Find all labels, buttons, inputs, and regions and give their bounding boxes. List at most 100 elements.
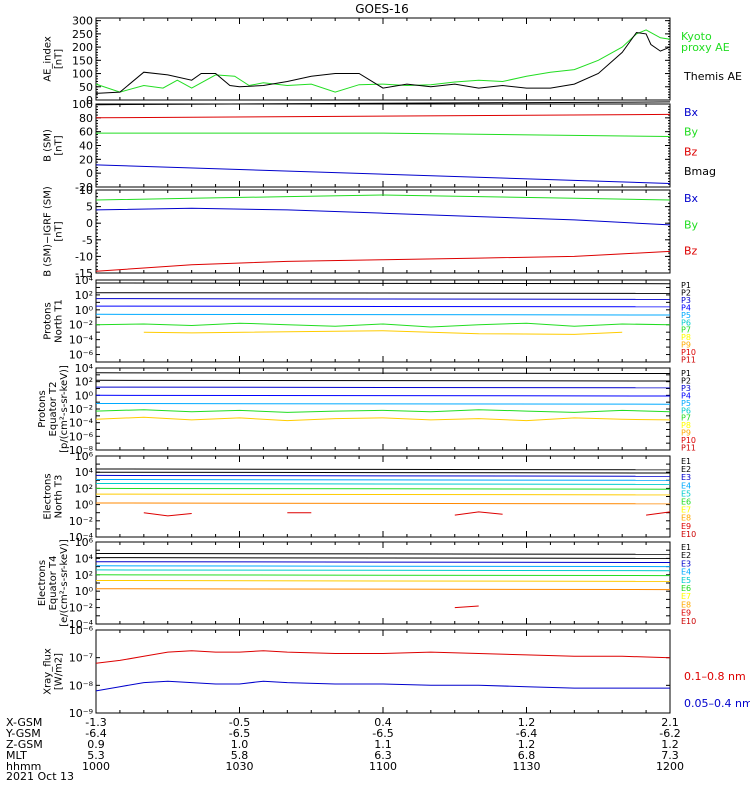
legend-label: E5 bbox=[681, 489, 691, 498]
y-tick-label: 10⁻² bbox=[69, 515, 93, 528]
legend-label: E7 bbox=[681, 506, 691, 515]
date-label: 2021 Oct 13 bbox=[6, 770, 74, 783]
series-p5 bbox=[95, 313, 671, 316]
series-e9c bbox=[454, 511, 503, 516]
series-e3 bbox=[95, 474, 671, 477]
legend-label: E4 bbox=[681, 481, 691, 490]
legend-label: E7 bbox=[681, 592, 691, 601]
legend-label: P11 bbox=[681, 356, 696, 365]
time-row-value: -6.4 bbox=[85, 727, 106, 740]
legend-label: P7 bbox=[681, 326, 691, 335]
legend-label: proxy AE bbox=[681, 41, 730, 54]
legend-label: P10 bbox=[681, 436, 696, 445]
series-e7 bbox=[95, 580, 671, 582]
time-row-value: 1030 bbox=[226, 760, 254, 773]
series-p2 bbox=[95, 292, 671, 294]
time-row-value: 1.0 bbox=[231, 738, 249, 751]
y-tick-label: 10⁻⁴ bbox=[69, 417, 94, 430]
series-0-05-0-4-nm bbox=[95, 680, 670, 692]
y-tick-label: 10⁻⁴ bbox=[69, 334, 94, 347]
y-tick-label: 10⁻⁶ bbox=[69, 624, 94, 637]
series-e9 bbox=[454, 605, 479, 609]
y-axis-title: North T3 bbox=[54, 475, 65, 519]
y-axis-title: [nT] bbox=[54, 135, 65, 155]
legend-label: P9 bbox=[681, 429, 691, 438]
y-tick-label: 20 bbox=[79, 153, 93, 166]
legend-label: E8 bbox=[681, 514, 691, 523]
series-p3 bbox=[95, 386, 671, 389]
y-axis-title: Equator T2 bbox=[48, 382, 59, 437]
series-e4 bbox=[95, 479, 671, 481]
y-axis-title: AE_index bbox=[43, 36, 54, 82]
time-row-value: -6.2 bbox=[659, 727, 680, 740]
time-row-label: MLT bbox=[6, 749, 27, 762]
time-row-label: Z-GSM bbox=[6, 738, 43, 751]
y-tick-label: -20 bbox=[75, 181, 93, 194]
y-axis-title: Protons bbox=[43, 302, 54, 339]
series-bmag bbox=[95, 101, 671, 106]
y-tick-label: 10⁻² bbox=[69, 403, 93, 416]
series-p4 bbox=[95, 394, 671, 397]
series-e7 bbox=[95, 493, 671, 496]
chart-title: GOES-16 bbox=[355, 2, 409, 16]
legend-label: E8 bbox=[681, 600, 691, 609]
time-row-value: 5.8 bbox=[231, 749, 249, 762]
y-axis-title: Electrons bbox=[37, 560, 48, 606]
y-tick-label: 10⁻⁶ bbox=[69, 430, 94, 443]
series-e6 bbox=[95, 574, 671, 577]
series-p5 bbox=[95, 403, 671, 405]
panel-frame bbox=[95, 455, 671, 538]
series-kyoto-proxy-ae bbox=[95, 29, 671, 93]
time-row-value: 1130 bbox=[513, 760, 541, 773]
legend-label: E3 bbox=[681, 473, 691, 482]
legend-label: P1 bbox=[681, 281, 691, 290]
legend-label: Themis AE bbox=[683, 70, 742, 83]
legend-label: P3 bbox=[681, 384, 691, 393]
y-tick-label: 10⁻² bbox=[69, 319, 93, 332]
y-axis-title: [nT] bbox=[54, 49, 65, 69]
series-p1 bbox=[95, 282, 671, 285]
legend-label: E5 bbox=[681, 576, 691, 585]
legend-label: Bx bbox=[684, 106, 699, 119]
y-tick-label: 10⁴ bbox=[75, 466, 94, 479]
legend-label: Kyoto bbox=[681, 30, 712, 43]
y-axis-title: [nT] bbox=[54, 221, 65, 241]
y-tick-label: 10² bbox=[75, 482, 93, 495]
y-tick-label: 10⁻⁸ bbox=[69, 444, 94, 457]
legend-label: E1 bbox=[681, 457, 691, 466]
y-tick-label: 0 bbox=[86, 167, 93, 180]
y-tick-label: 10⁰ bbox=[75, 585, 94, 598]
y-tick-label: 200 bbox=[72, 41, 93, 54]
y-tick-label: 40 bbox=[79, 140, 93, 153]
y-tick-label: 60 bbox=[79, 126, 93, 139]
time-row-value: 1.2 bbox=[661, 738, 679, 751]
y-tick-label: 10² bbox=[75, 376, 93, 389]
series-e4 bbox=[95, 565, 671, 568]
y-tick-label: 5 bbox=[86, 201, 93, 214]
legend-label: P1 bbox=[681, 369, 691, 378]
legend-label: By bbox=[684, 218, 699, 231]
series-bx bbox=[95, 164, 671, 184]
series-e9d bbox=[646, 511, 671, 516]
series-e3 bbox=[95, 561, 671, 563]
series-p7 bbox=[143, 330, 623, 335]
time-row-value: 7.3 bbox=[661, 749, 679, 762]
legend-label: P8 bbox=[681, 333, 691, 342]
time-row-value: -6.5 bbox=[372, 727, 393, 740]
y-tick-label: 80 bbox=[79, 112, 93, 125]
time-row-label: Y-GSM bbox=[5, 727, 41, 740]
time-row-value: -6.5 bbox=[229, 727, 250, 740]
y-axis-title: [p/(cm²-s-sr-keV)] bbox=[59, 365, 70, 453]
legend-label: E9 bbox=[681, 609, 691, 618]
time-row-value: -6.4 bbox=[516, 727, 537, 740]
legend-label: P5 bbox=[681, 311, 691, 320]
time-row-label: hhmm bbox=[6, 760, 41, 773]
y-tick-label: 10⁻² bbox=[69, 602, 93, 615]
time-row-value: 1.2 bbox=[518, 738, 536, 751]
y-tick-label: 250 bbox=[72, 28, 93, 41]
y-tick-label: 10⁴ bbox=[75, 274, 94, 287]
panel-xray: 10⁻⁹ 10⁻⁸ 10⁻⁷ 10⁻⁶ Xray_flux [W/m2] 0.1–0.8 n… bbox=[43, 624, 750, 720]
series-e2 bbox=[95, 557, 671, 559]
y-axis-title: Equator T4 bbox=[48, 556, 59, 611]
